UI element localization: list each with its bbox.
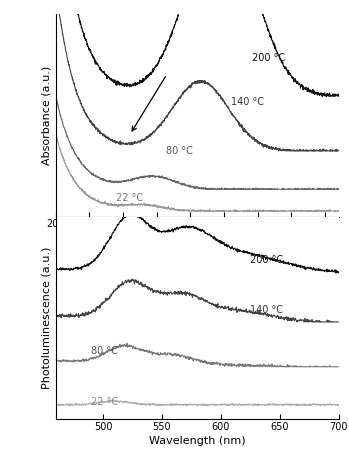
Text: 140 °C: 140 °C	[231, 96, 264, 107]
Y-axis label: Photoluminescence (a.u.): Photoluminescence (a.u.)	[42, 247, 52, 389]
Text: 200 °C: 200 °C	[252, 53, 285, 63]
Y-axis label: Absorbance (a.u.): Absorbance (a.u.)	[42, 66, 52, 165]
Text: 80 °C: 80 °C	[165, 146, 192, 156]
Text: 140 °C: 140 °C	[250, 305, 283, 315]
Text: 22 °C: 22 °C	[117, 192, 143, 203]
X-axis label: Wavelength (nm): Wavelength (nm)	[149, 436, 245, 446]
Text: 200 °C: 200 °C	[250, 254, 283, 265]
Text: 22 °C: 22 °C	[91, 397, 118, 407]
Text: 80 °C: 80 °C	[91, 346, 118, 356]
